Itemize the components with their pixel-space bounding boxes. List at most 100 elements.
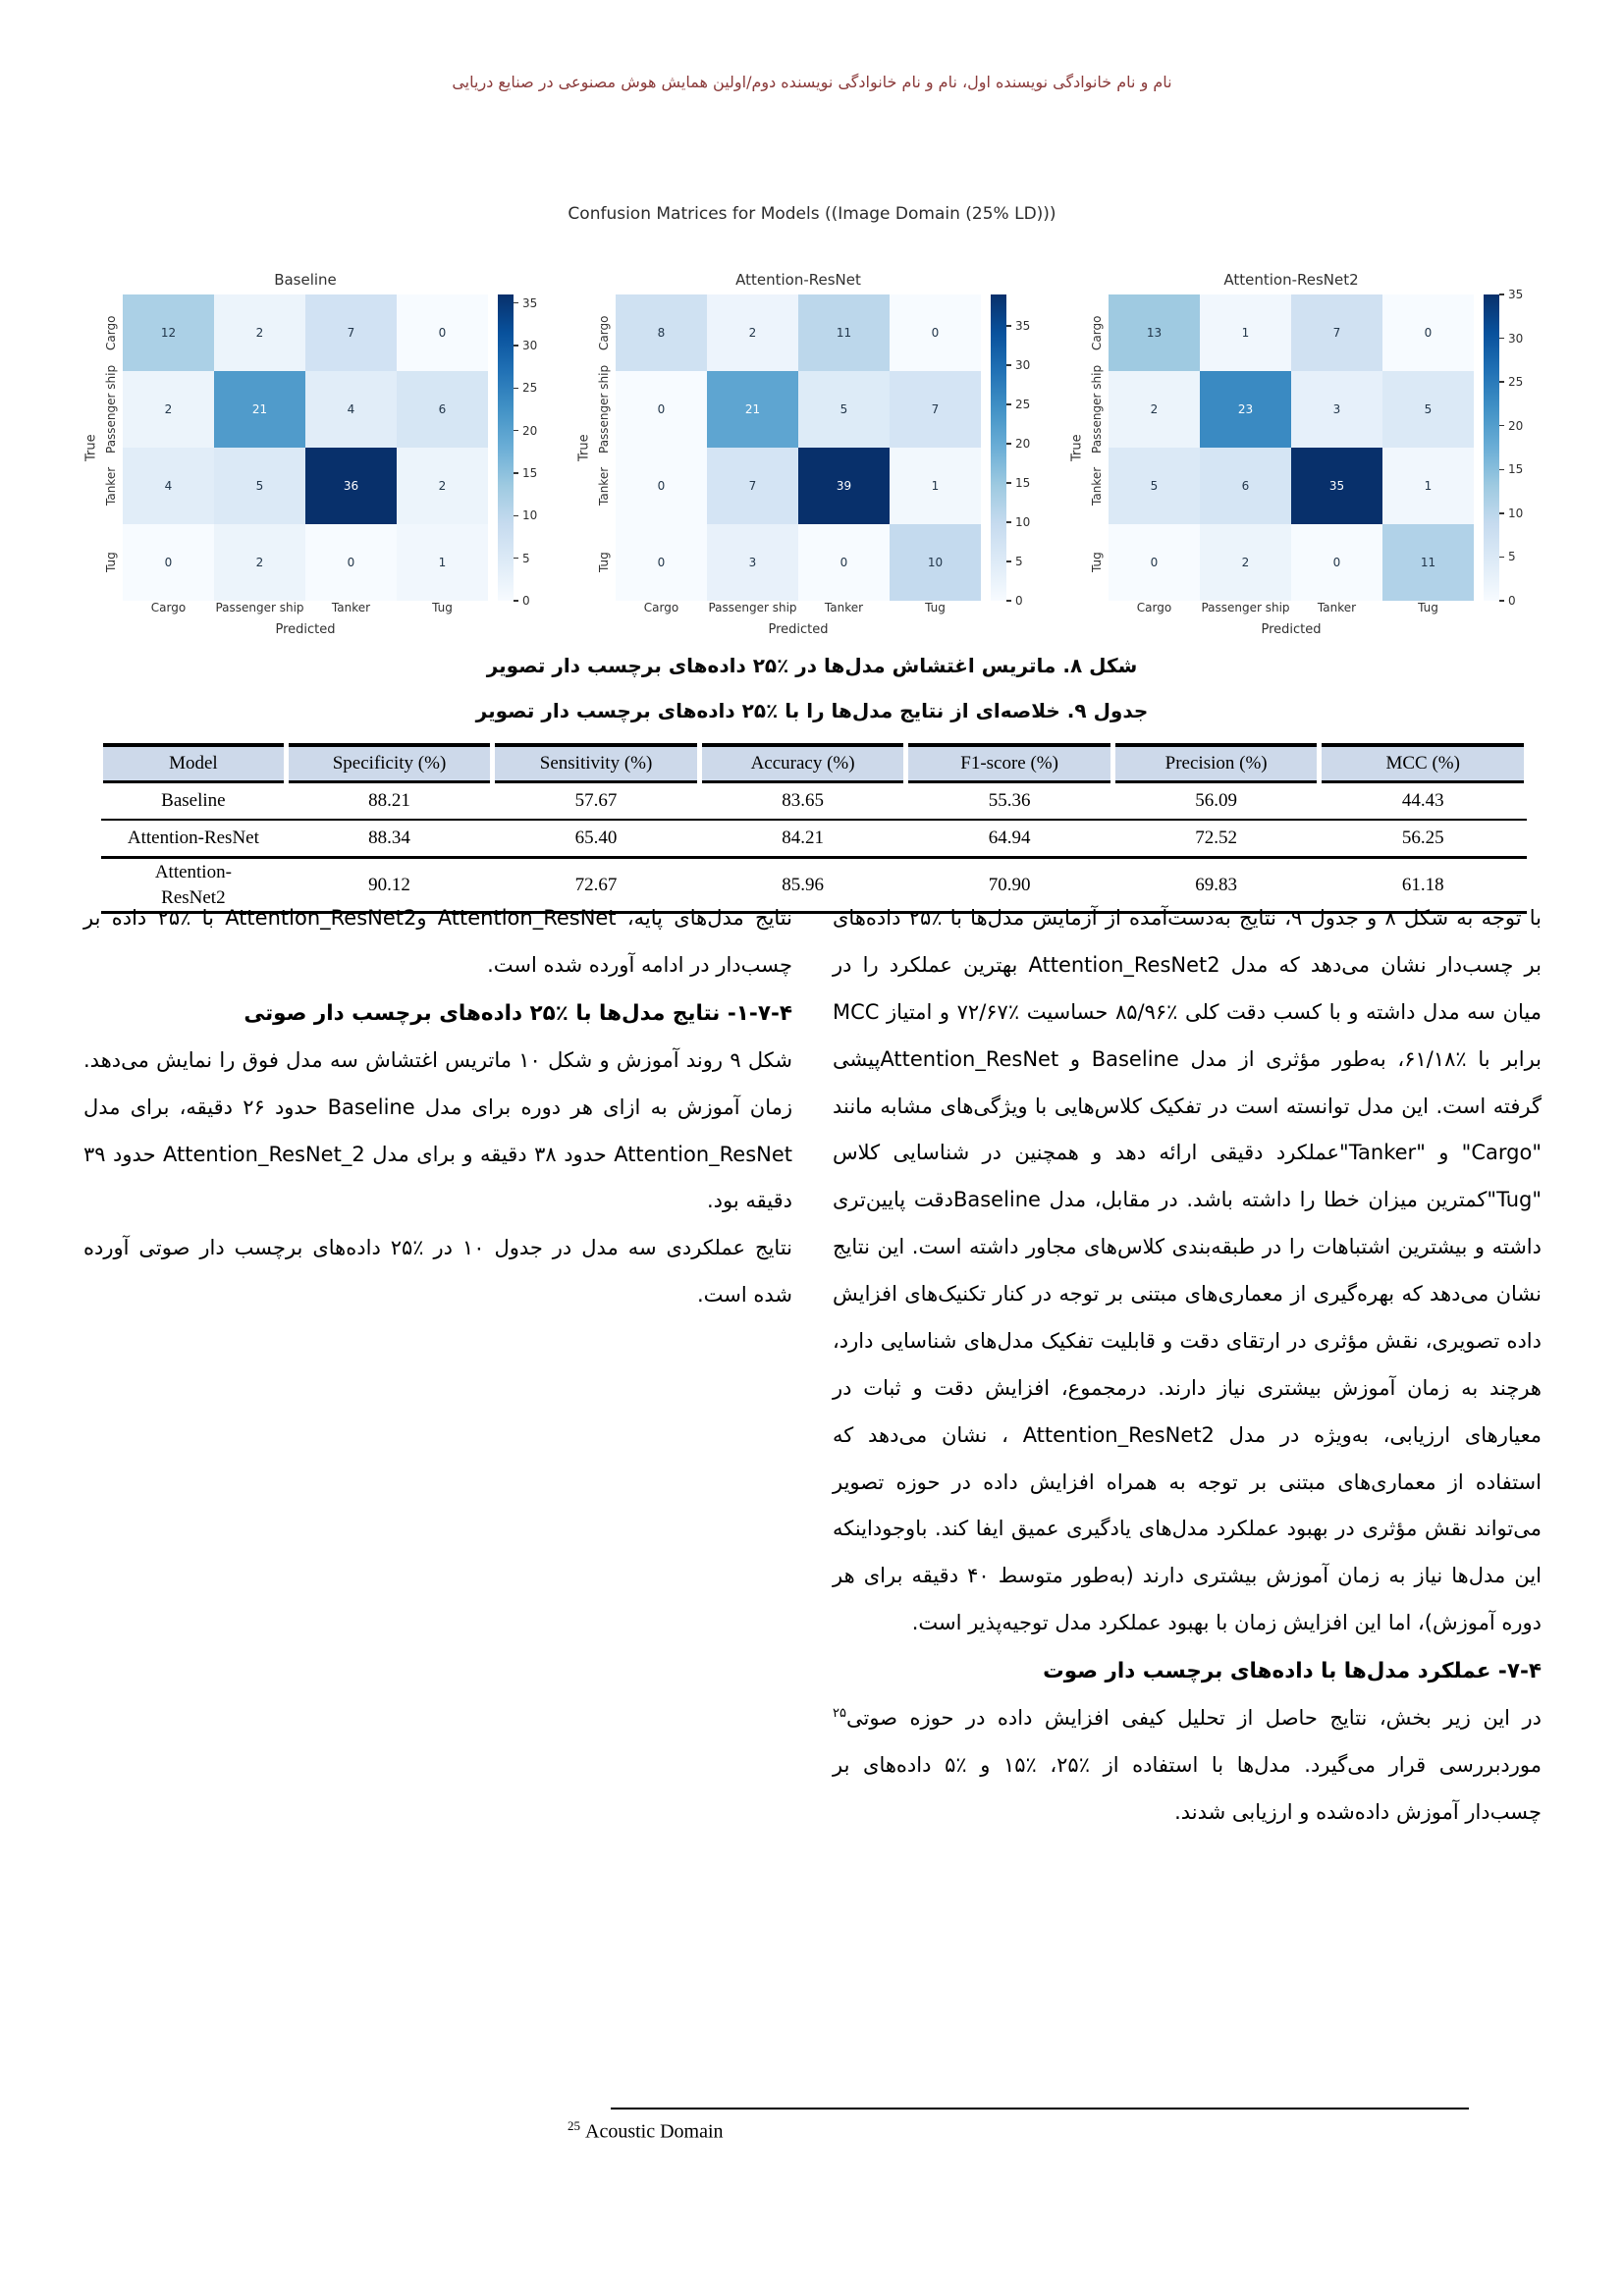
colorbar-tick-label: 10 [522,508,538,523]
colorbar-tick-mark [514,301,518,304]
y-tick-label: Tanker [1090,466,1104,506]
colorbar-tick-label: 35 [522,295,538,310]
heatmap-cell: 13 [1109,294,1200,371]
colorbar-tick: 5 [514,552,530,565]
colorbar-tick-mark [1006,403,1011,405]
colorbar-tick-mark [1499,556,1504,559]
colorbar-tick: 0 [1006,594,1023,608]
table-row: Attention- ResNet2 90.12 72.67 85.96 70.90 69… [101,858,1527,913]
heatmap-grid: 8 2 11 0 0 21 5 7 0 7 39 1 0 3 0 10 [616,294,981,601]
colorbar-tick-label: 15 [522,466,538,480]
colorbar: 0 5 10 15 20 25 30 35 [991,294,1048,608]
chart-title: Baseline [274,271,337,289]
table-row: Baseline 88.21 57.67 83.65 55.36 56.09 44.43 [100,782,1527,820]
x-tick-label: Passenger ship [708,601,797,614]
heatmap-cell: 35 [1291,448,1382,524]
colorbar-tick-mark [1006,443,1011,445]
colorbar-tick-label: 35 [1508,288,1524,301]
colorbar-tick: 10 [1006,515,1031,529]
colorbar-tick: 30 [1006,358,1030,372]
metric-cell: 84.21 [782,828,824,848]
heatmap-cell: 3 [707,524,798,601]
paragraph: نتایج مدل‌های پایه، Attention_ResNet وAt… [83,906,792,977]
footnote-separator [611,2108,1469,2109]
metric-cell: 56.25 [1401,828,1444,848]
colorbar-ticks: 0 5 10 15 20 25 30 35 [1499,288,1541,608]
x-axis-label: Predicted [1261,622,1322,637]
heatmap-cell: 0 [1291,524,1382,601]
colorbar-tick: 10 [1499,507,1523,520]
confusion-matrices-figure: Baseline True Cargo Passenger ship Tanker Tug… [83,271,1541,637]
heatmap-cell: 2 [397,448,488,524]
colorbar-tick: 20 [514,423,538,438]
section-number: ۴-۷- [1497,1659,1542,1683]
metric-cell: 55.36 [988,790,1031,811]
colorbar-tick: 35 [1499,288,1524,301]
y-tick-label: Tanker [104,466,118,506]
x-tick-labels: Cargo Passenger ship Tanker Tug [1109,601,1474,622]
metric-cell: 61.18 [1401,874,1444,895]
heatmap-cell: 0 [397,294,488,371]
heatmap-cell: 2 [214,294,305,371]
x-tick-labels: Cargo Passenger ship Tanker Tug [123,601,488,622]
heatmap-cell: 2 [123,371,214,448]
colorbar-tick-mark [1006,364,1011,366]
model-name-cell: Attention- ResNet2 [154,862,232,908]
paragraph: شکل ۹ روند آموزش و شکل ۱۰ ماتریس اغتشاش … [83,1047,793,1213]
colorbar-tick-label: 25 [522,381,538,396]
colorbar-ticks: 0 5 10 15 20 25 30 35 [514,294,555,608]
heatmap-cell: 23 [1200,371,1291,448]
table-header-cell: Model [98,745,289,782]
colorbar-tick-label: 25 [1508,375,1524,390]
heatmap-cell: 0 [890,294,981,371]
colorbar-tick-label: 30 [522,339,538,352]
colorbar-tick-mark [1006,561,1011,562]
heatmap-cell: 0 [305,524,397,601]
heatmap-cell: 2 [1200,524,1291,601]
colorbar-tick-label: 20 [522,423,538,438]
table-body: Baseline 88.21 57.67 83.65 55.36 56.09 44.43 At… [100,782,1527,913]
colorbar-tick: 5 [1006,555,1023,568]
colorbar-tick-mark [1006,600,1011,602]
y-tick-labels: Cargo Passenger ship Tanker Tug [1085,294,1109,601]
chart-title: Attention-ResNet [735,271,861,289]
y-tick-label: Passenger ship [597,364,611,454]
colorbar-tick: 15 [514,466,538,480]
colorbar-tick: 10 [514,508,538,523]
running-head: نام و نام خانوادگی نویسنده اول، نام و نا… [452,73,1172,91]
x-tick-label: Passenger ship [215,601,304,614]
y-tick-label: Passenger ship [104,364,118,454]
colorbar-tick: 0 [514,594,530,608]
table-header-cell: Accuracy (%) [696,745,909,782]
colorbar-tick: 0 [1499,594,1516,608]
heatmap-cell: 5 [1382,371,1474,448]
colorbar-tick: 15 [1499,462,1523,476]
model-name-cell: Baseline [161,790,226,812]
x-tick-label: Tanker [331,601,371,614]
metric-cell: 56.09 [1195,790,1238,811]
section-heading-text: عملکرد مدل‌ها با داده‌های برچسب دار صوت [1043,1659,1498,1683]
table-header-cell: MCC (%) [1317,745,1529,782]
heatmap-cell: 11 [798,294,890,371]
x-tick-label: Cargo [1136,601,1172,614]
y-tick-labels: Cargo Passenger ship Tanker Tug [592,294,616,601]
heatmap-cell: 0 [616,524,707,601]
colorbar-tick: 20 [1499,419,1523,433]
heatmap-cell: 12 [123,294,214,371]
colorbar-tick-mark [1499,381,1504,383]
paragraph: با توجه به شکل ۸ و جدول ۹، نتایج به‌دست‌… [833,906,1543,1635]
y-tick-label: Tug [104,552,118,573]
metric-cell: 72.52 [1195,828,1238,848]
heatmap-grid: 13 1 7 0 2 23 3 5 5 6 35 1 0 2 0 11 [1109,294,1474,601]
heatmap-cell: 1 [890,448,981,524]
metric-cell: 65.40 [574,828,618,848]
x-tick-label: Cargo [643,601,679,614]
colorbar-tick-label: 10 [1015,515,1031,529]
heatmap-cell: 6 [397,371,488,448]
table-row: Attention-ResNet 88.34 65.40 84.21 64.94 72.5… [100,820,1527,858]
metric-cell: 88.21 [368,790,410,811]
footnote-text: Acoustic Domain [585,2120,724,2143]
colorbar-tick-mark [514,345,518,347]
colorbar-tick: 30 [1499,332,1523,346]
